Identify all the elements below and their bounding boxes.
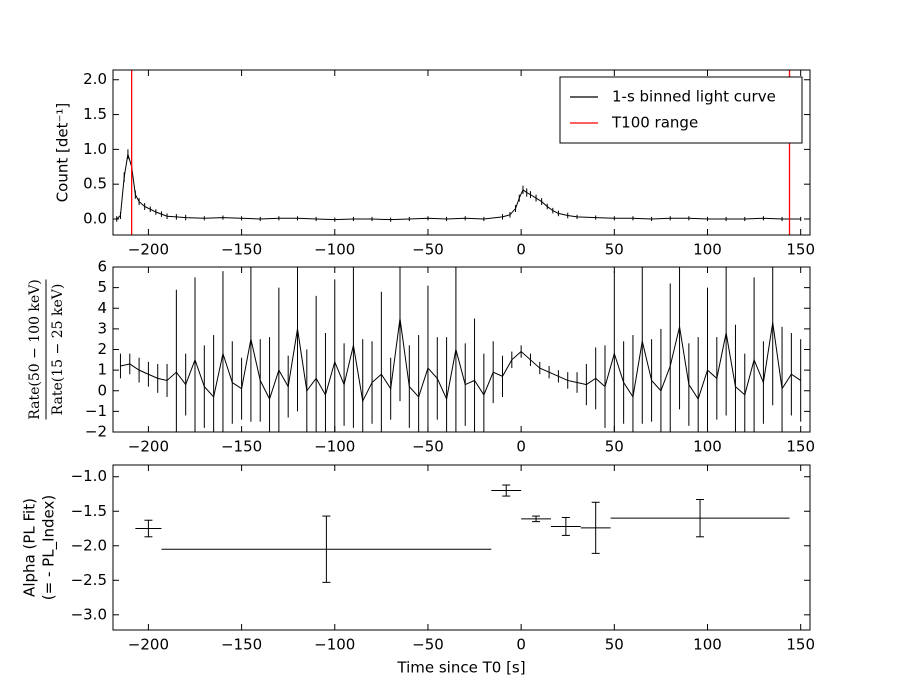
x-axis-label: Time since T0 [s] <box>396 659 525 677</box>
y-axis-label: Rate(50 − 100 keV) <box>27 279 43 420</box>
x-tick-label: 150 <box>786 636 815 654</box>
x-tick-label: 150 <box>786 438 815 456</box>
y-tick-label: 0 <box>97 381 107 399</box>
y-axis-label: Rate(15 − 25 keV) <box>50 284 66 416</box>
y-tick-label: 0.0 <box>83 209 107 227</box>
x-tick-label: −50 <box>412 438 444 456</box>
x-tick-label: 100 <box>693 438 722 456</box>
plot-area <box>119 267 802 432</box>
y-axis-label: Count [det⁻¹] <box>54 103 72 203</box>
y-tick-label: 1.0 <box>83 140 107 158</box>
x-tick-label: −200 <box>128 636 169 654</box>
axes-frame <box>112 266 811 433</box>
legend-label: T100 range <box>611 114 698 132</box>
y-tick-label: −1.5 <box>71 502 107 520</box>
axes-frame <box>112 69 811 236</box>
x-tick-label: −200 <box>128 241 169 259</box>
plot-area <box>135 484 790 583</box>
y-tick-label: −1 <box>85 402 107 420</box>
x-tick-label: 0 <box>516 241 526 259</box>
x-tick-label: 150 <box>786 241 815 259</box>
y-axis-label: Alpha (PL Fit) <box>21 498 39 597</box>
y-tick-label: 0.5 <box>83 175 107 193</box>
x-tick-label: −150 <box>221 438 262 456</box>
x-tick-label: 50 <box>605 241 624 259</box>
y-tick-label: −3.0 <box>71 605 107 623</box>
data-line <box>116 154 801 221</box>
x-tick-label: 0 <box>516 636 526 654</box>
y-tick-label: 6 <box>97 258 107 276</box>
y-tick-label: 4 <box>97 299 107 317</box>
y-axis-label: (= - PL_Index) <box>40 495 59 600</box>
y-tick-label: −2 <box>85 423 107 441</box>
y-tick-label: −2.5 <box>71 571 107 589</box>
x-tick-label: 0 <box>516 438 526 456</box>
x-tick-label: −50 <box>412 636 444 654</box>
x-tick-label: −100 <box>314 241 355 259</box>
y-tick-label: −2.0 <box>71 536 107 554</box>
legend <box>559 76 803 144</box>
x-tick-label: 50 <box>605 636 624 654</box>
x-tick-label: −150 <box>221 241 262 259</box>
x-tick-label: 100 <box>693 241 722 259</box>
x-tick-label: 100 <box>693 636 722 654</box>
data-line <box>120 318 801 403</box>
y-tick-label: −1.0 <box>71 467 107 485</box>
x-tick-label: −150 <box>221 636 262 654</box>
y-tick-label: 2.0 <box>83 70 107 88</box>
y-tick-label: 3 <box>97 319 107 337</box>
x-tick-label: −50 <box>412 241 444 259</box>
legend-label: 1-s binned light curve <box>612 88 776 106</box>
x-tick-label: −200 <box>128 438 169 456</box>
x-tick-label: 50 <box>605 438 624 456</box>
y-tick-label: 2 <box>97 340 107 358</box>
y-tick-label: 5 <box>97 278 107 296</box>
axes-frame <box>112 464 811 631</box>
y-tick-label: 1.5 <box>83 105 107 123</box>
x-tick-label: −100 <box>314 438 355 456</box>
y-tick-label: 1 <box>97 361 107 379</box>
x-tick-label: −100 <box>314 636 355 654</box>
